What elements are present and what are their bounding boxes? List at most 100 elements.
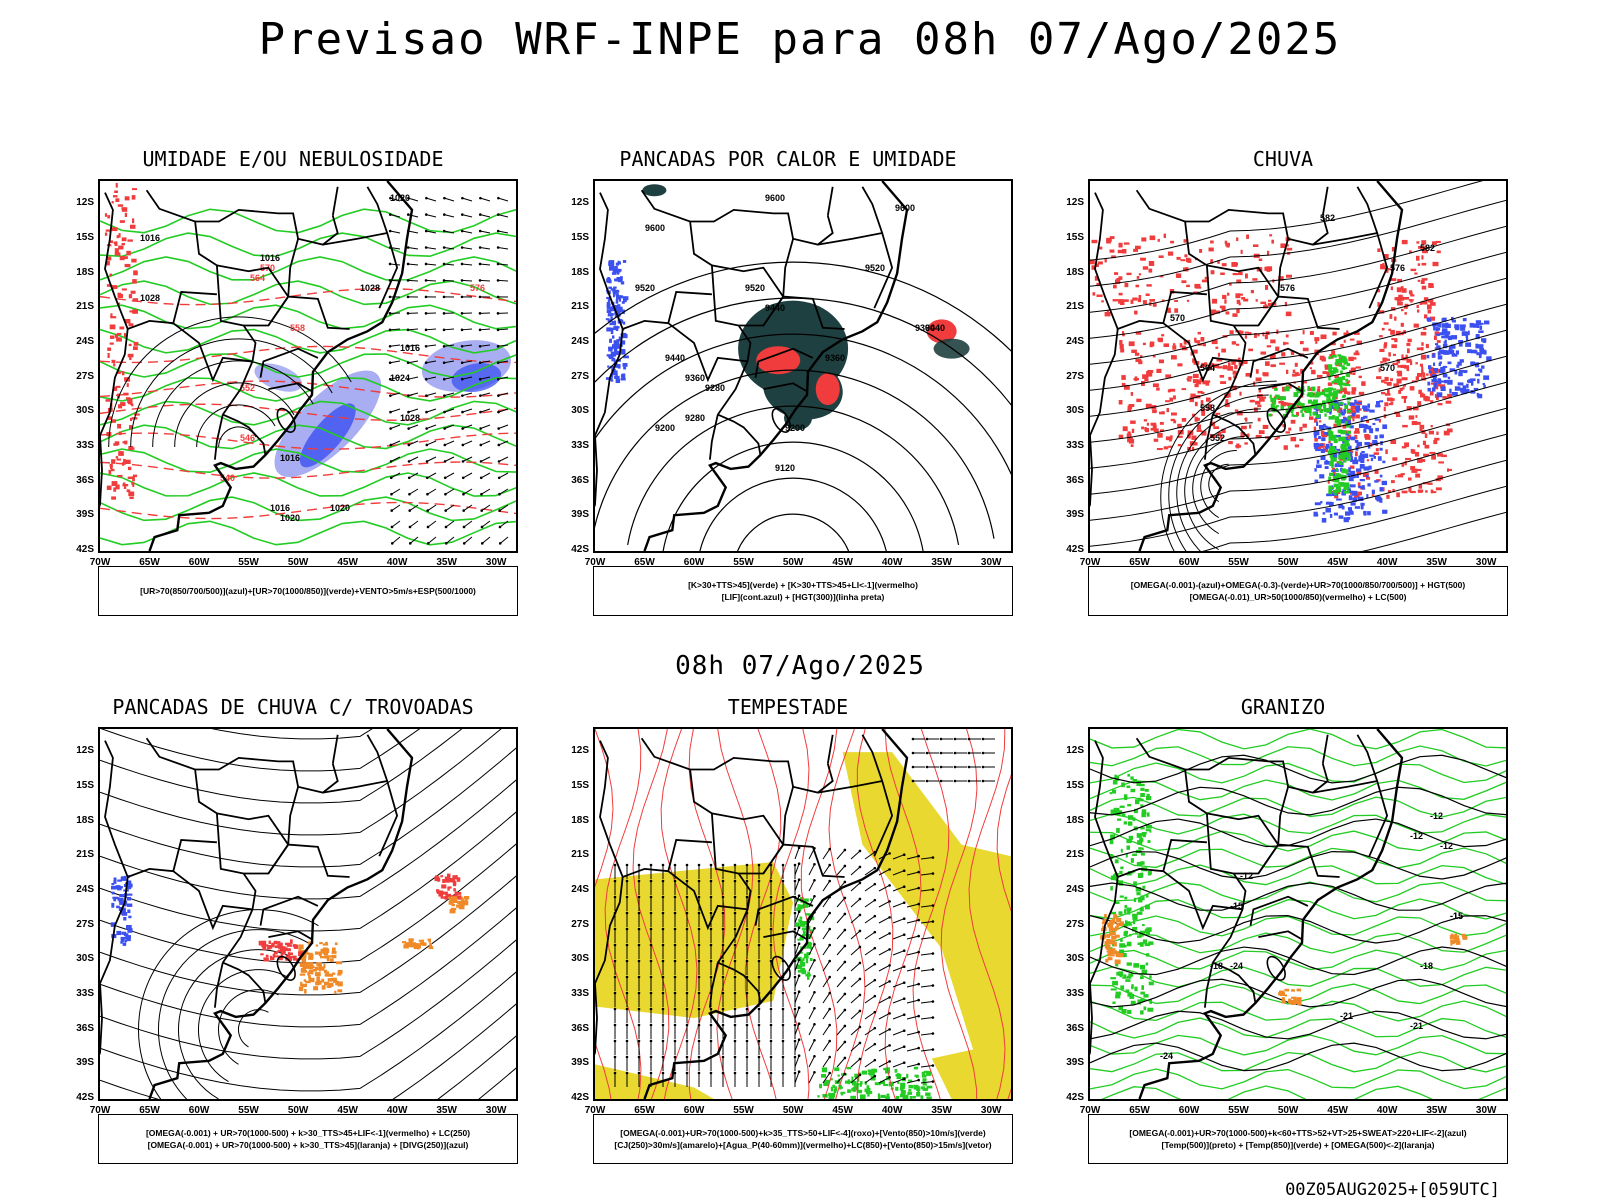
lat-tick-label: 42S	[1066, 544, 1084, 555]
contour-label: 1016	[400, 343, 420, 353]
lon-tick-label: 30W	[980, 1105, 1002, 1116]
lon-tick-label: 60W	[1178, 557, 1200, 568]
contour-label: -18	[1420, 961, 1433, 971]
lon-tick-label: 45W	[832, 557, 853, 568]
contour-label: 1020	[330, 503, 350, 513]
contour-label: 9280	[685, 413, 705, 423]
lat-tick-label: 15S	[76, 779, 94, 791]
contour-label: -12	[1440, 841, 1453, 851]
legend-box: [OMEGA(-0.001)+UR>70(1000-500)+k>35_TTS>…	[593, 1114, 1013, 1164]
lat-tick-label: 33S	[76, 987, 94, 999]
lat-tick-label: 12S	[1066, 745, 1084, 757]
map-frame	[98, 727, 518, 1101]
contour-label: 9520	[865, 263, 885, 273]
lon-tick-label: 60W	[683, 1105, 705, 1116]
contour-label: 552	[240, 383, 255, 393]
contour-label: 1028	[140, 293, 160, 303]
lon-tick-label: 70W	[584, 1105, 606, 1116]
lon-tick-label: 40W	[1376, 1105, 1398, 1116]
lon-tick-label: 50W	[287, 557, 309, 568]
lon-tick-label: 30W	[980, 557, 1002, 568]
legend-line: [OMEGA(-0.001) + UR>70(1000-500) + k>30_…	[145, 1128, 471, 1138]
lat-tick-label: 30S	[76, 405, 94, 417]
lat-tick-label: 24S	[1066, 883, 1084, 895]
lat-tick-label: 18S	[1066, 814, 1084, 826]
lon-tick-label: 65W	[139, 557, 160, 568]
lat-tick-label: 24S	[76, 883, 94, 895]
lat-tick-label: 30S	[571, 953, 589, 965]
panel-pancadas-calor: PANCADAS POR CALOR E UMIDADE 12S 15S 18S 21…	[553, 147, 1023, 627]
legend-line: [OMEGA(-0.001)+UR>70(1000-500)+k>35_TTS>…	[620, 1128, 986, 1138]
lat-tick-label: 39S	[571, 509, 589, 521]
lat-tick-label: 24S	[76, 335, 94, 347]
contour-label: -21	[1340, 1011, 1353, 1021]
lon-tick-label: 50W	[1277, 1105, 1299, 1116]
panel-title: PANCADAS DE CHUVA C/ TROVOADAS	[112, 695, 474, 719]
lon-tick-label: 40W	[1376, 557, 1398, 568]
contour-label: -21	[1410, 1021, 1423, 1031]
lat-tick-label: 24S	[571, 883, 589, 895]
legend-box: [UR>70(850/700/500)](azul)+[UR>70(1000/8…	[98, 566, 518, 616]
map-svg	[595, 729, 1011, 1099]
contour-label: 9440	[925, 323, 945, 333]
panel-tempestade: TEMPESTADE 12S 15S 18S 21S 24S 27S 30S 33S 36S 39…	[553, 695, 1023, 1175]
lon-tick-label: 35W	[1426, 557, 1447, 568]
lon-tick-label: 70W	[1079, 1105, 1101, 1116]
contour-label: 1016	[140, 233, 160, 243]
lon-tick-label: 55W	[1228, 557, 1249, 568]
lon-tick-label: 30W	[485, 557, 507, 568]
lon-tick-label: 55W	[733, 1105, 754, 1116]
lon-tick-label: 30W	[1475, 557, 1497, 568]
run-timestamp: 00Z05AUG2025+[059UTC]	[1285, 1180, 1500, 1200]
lon-tick-label: 50W	[782, 557, 804, 568]
lat-tick-label: 36S	[1066, 1022, 1084, 1034]
lat-tick-label: 12S	[76, 745, 94, 757]
lon-tick-label: 70W	[89, 557, 111, 568]
contour-label: 564	[250, 273, 265, 283]
contour-label: 582	[1320, 213, 1335, 223]
lon-tick-label: 70W	[1079, 557, 1101, 568]
lon-tick-label: 50W	[782, 1105, 804, 1116]
lon-tick-label: 55W	[1228, 1105, 1249, 1116]
contour-label: 9600	[765, 193, 785, 203]
lat-tick-label: 15S	[571, 779, 589, 791]
contour-label: 552	[1210, 433, 1225, 443]
contour-label: 576	[470, 283, 485, 293]
lat-tick-label: 39S	[571, 1057, 589, 1069]
lat-tick-label: 36S	[76, 1022, 94, 1034]
lat-tick-label: 36S	[571, 474, 589, 486]
panel-umidade: UMIDADE E/OU NEBULOSIDADE 12S 15S 18S 21S 24…	[58, 147, 528, 627]
contour-label: 570	[1380, 363, 1395, 373]
contour-label: -15	[1450, 911, 1463, 921]
lon-tick-label: 35W	[931, 557, 952, 568]
legend-line: [OMEGA(-0.001) + UR>70(1000-500) + k>30_…	[147, 1140, 469, 1150]
contour-label: 9200	[655, 423, 675, 433]
legend-box: [OMEGA(-0.001) + UR>70(1000-500) + k>30_…	[98, 1114, 518, 1164]
contour-label: 9520	[745, 283, 765, 293]
lat-tick-label: 18S	[76, 814, 94, 826]
lon-tick-label: 30W	[485, 1105, 507, 1116]
lat-tick-label: 30S	[1066, 953, 1084, 965]
lon-tick-label: 50W	[1277, 557, 1299, 568]
lon-tick-label: 40W	[881, 557, 903, 568]
contour-label: 1024	[390, 373, 410, 383]
lon-tick-label: 60W	[1178, 1105, 1200, 1116]
legend-line: [UR>70(850/700/500)](azul)+[UR>70(1000/8…	[140, 586, 476, 596]
lon-tick-label: 60W	[683, 557, 705, 568]
contour-label: -15	[1450, 911, 1463, 921]
lat-tick-label: 21S	[1066, 301, 1084, 313]
lon-tick-label: 55W	[733, 557, 754, 568]
lat-tick-label: 33S	[1066, 987, 1084, 999]
legend-line: [OMEGA(-0.001)-(azul)+OMEGA(-0.3)-(verde…	[1130, 580, 1466, 590]
lat-tick-label: 12S	[571, 197, 589, 209]
contour-label: 558	[290, 323, 305, 333]
lon-tick-label: 65W	[634, 557, 655, 568]
panel-trovoadas: PANCADAS DE CHUVA C/ TROVOADAS 12S 15S 18S…	[58, 695, 528, 1175]
page-title: Previsao WRF-INPE para 08h 07/Ago/2025	[258, 14, 1342, 65]
lon-tick-label: 60W	[188, 557, 210, 568]
lat-tick-label: 18S	[1066, 266, 1084, 278]
contour-label: 582	[1420, 243, 1435, 253]
lon-tick-label: 50W	[287, 1105, 309, 1116]
map-frame: 582 576 576 570 570 582 564 558 552	[1088, 179, 1508, 553]
contour-label: -12	[1410, 831, 1423, 841]
